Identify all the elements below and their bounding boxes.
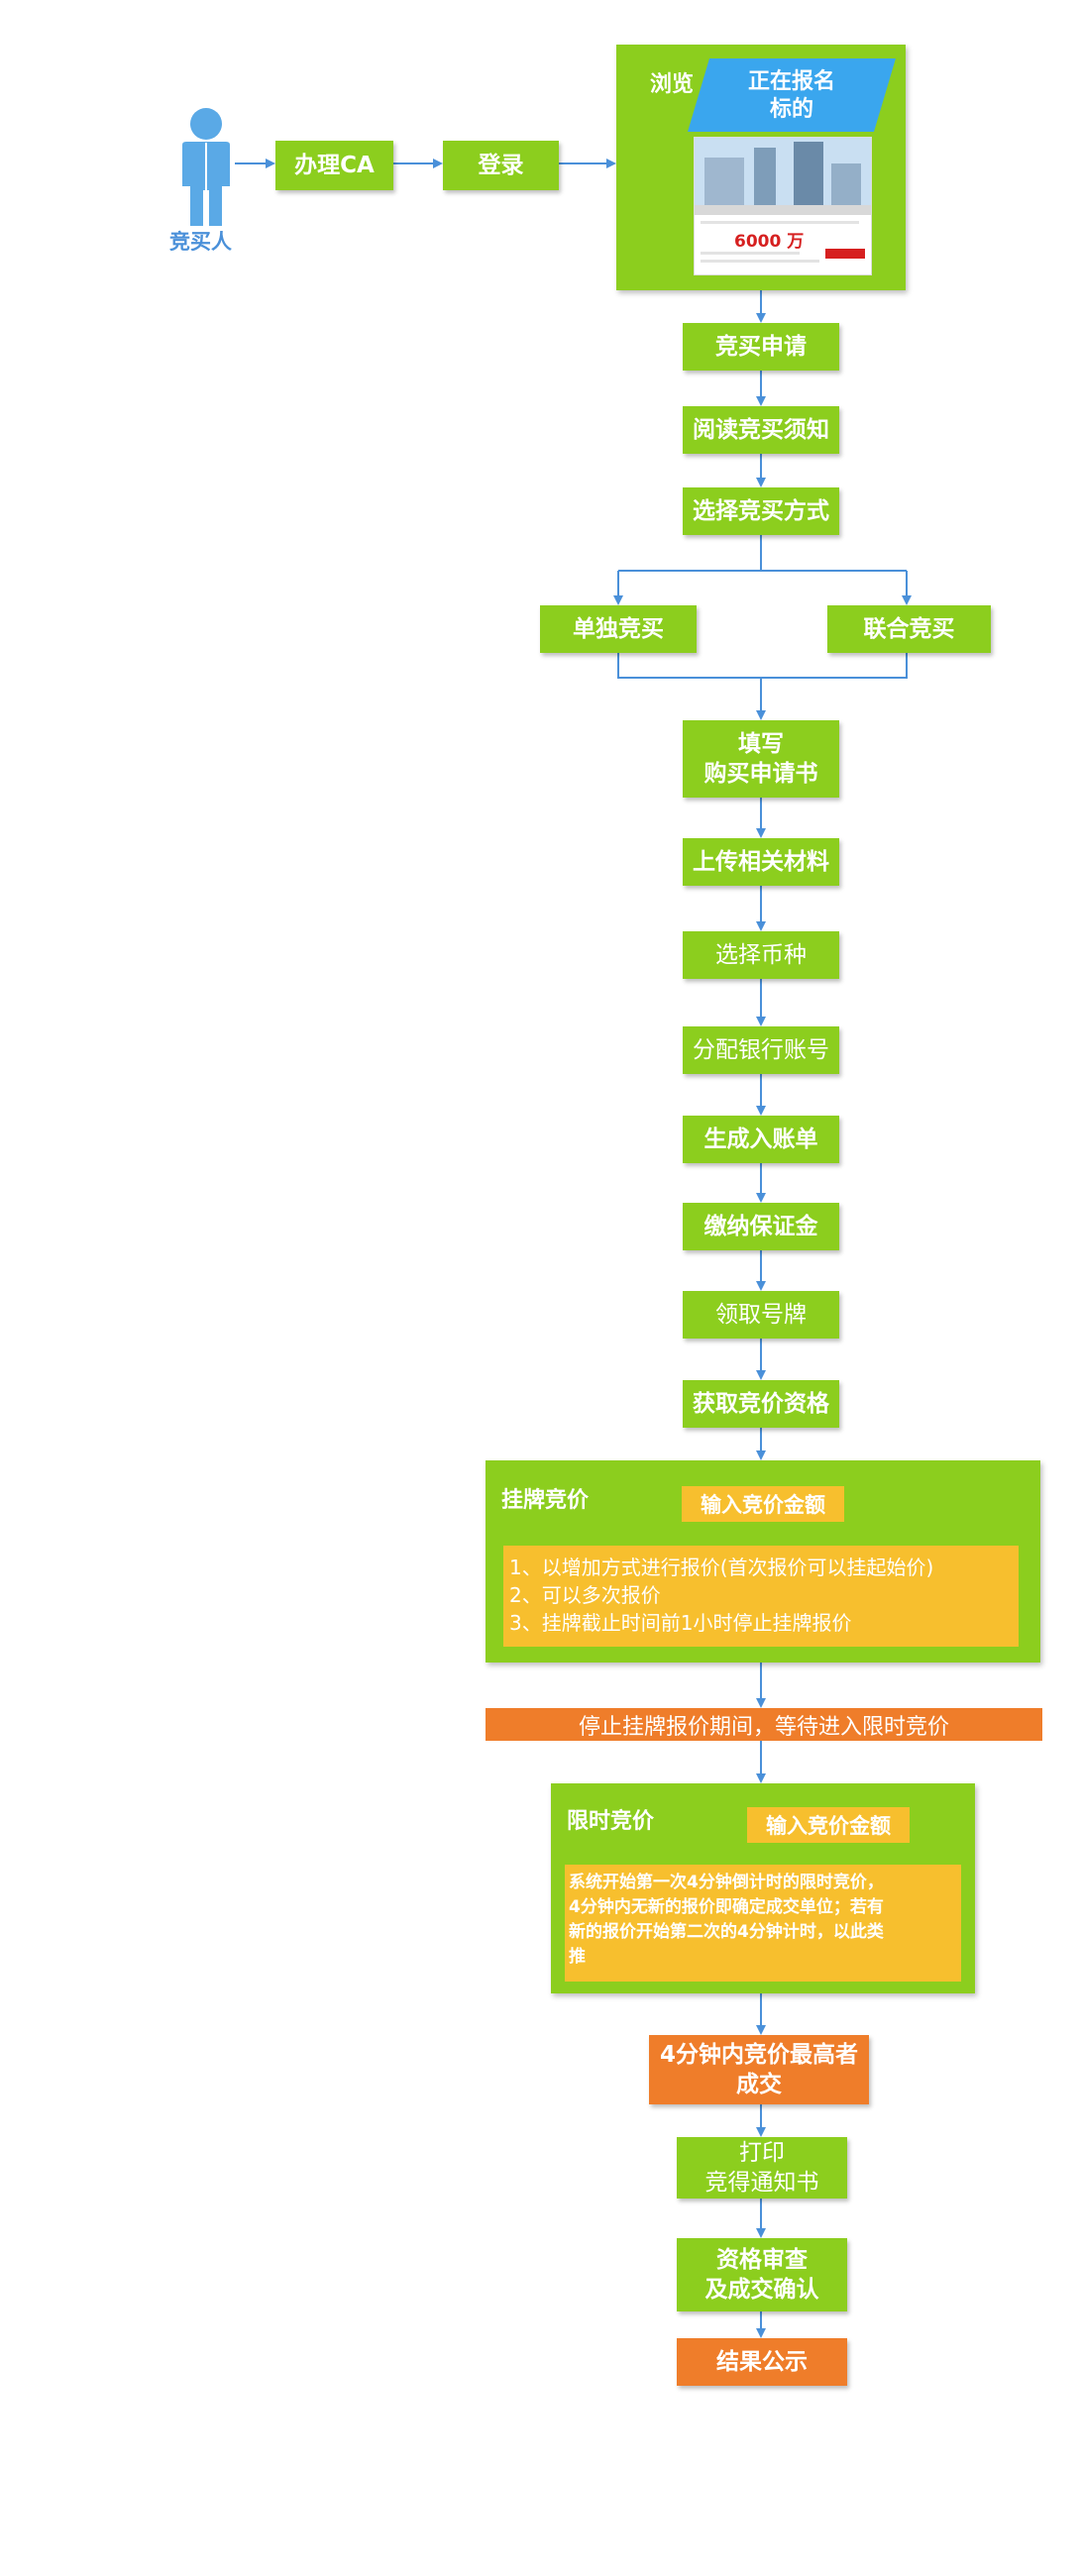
step-get-number-plate[interactable]: 领取号牌: [683, 1291, 839, 1339]
merge-connector: [617, 653, 908, 679]
listing-tag-icon: [688, 58, 896, 132]
listing-thumbnail[interactable]: 6000 万: [694, 137, 872, 275]
listing-rule-line: 3、挂牌截止时间前1小时停止挂牌报价: [509, 1611, 852, 1635]
step-bid-application[interactable]: 竞买申请: [683, 323, 839, 371]
actor-label: 竞买人: [169, 230, 232, 254]
browse-panel[interactable]: 浏览 正在报名 标的 6000 万: [616, 45, 906, 290]
step-upload-materials[interactable]: 上传相关材料: [683, 838, 839, 886]
step-single-bid[interactable]: 单独竞买: [540, 605, 697, 653]
step-generate-bill[interactable]: 生成入账单: [683, 1116, 839, 1163]
person-icon: [182, 108, 230, 226]
timed-rule-line: 新的报价开始第二次的4分钟计时，以此类: [569, 1922, 884, 1942]
step-read-notice[interactable]: 阅读竞买须知: [683, 406, 839, 454]
step-get-qualification[interactable]: 获取竞价资格: [683, 1380, 839, 1428]
step-pay-deposit[interactable]: 缴纳保证金: [683, 1203, 839, 1250]
step-choose-currency[interactable]: 选择币种: [683, 931, 839, 979]
listing-price: 6000 万: [734, 232, 805, 252]
step-fill-form[interactable]: 填写 购买申请书: [683, 720, 839, 798]
timed-bid-title: 限时竞价: [567, 1809, 655, 1834]
building-photo-icon: [695, 138, 871, 215]
timed-bid-rules: 系统开始第一次4分钟倒计时的限时竞价， 4分钟内无新的报价即确定成交单位；若有 …: [565, 1865, 961, 1982]
timed-bid-input-button[interactable]: 输入竞价金额: [747, 1807, 910, 1843]
step-choose-mode[interactable]: 选择竞买方式: [683, 487, 839, 535]
step-highest-bid-deal[interactable]: 4分钟内竞价最高者 成交: [649, 2035, 869, 2104]
listing-bid-title: 挂牌竞价: [501, 1488, 590, 1513]
listing-status-badge: [825, 249, 865, 259]
listing-rule-line: 2、可以多次报价: [509, 1583, 661, 1607]
step-print-notice[interactable]: 打印 竞得通知书: [677, 2137, 847, 2199]
step-bank-account[interactable]: 分配银行账号: [683, 1026, 839, 1074]
timed-rule-line: 4分钟内无新的报价即确定成交单位；若有: [569, 1897, 884, 1917]
pause-banner: 停止挂牌报价期间，等待进入限时竞价: [486, 1708, 1042, 1741]
timed-rule-line: 系统开始第一次4分钟倒计时的限时竞价，: [569, 1873, 884, 1892]
timed-bid-panel: 限时竞价 输入竞价金额 系统开始第一次4分钟倒计时的限时竞价， 4分钟内无新的报…: [551, 1783, 975, 1993]
step-login[interactable]: 登录: [443, 141, 559, 190]
listing-bid-panel: 挂牌竞价 输入竞价金额 1、以增加方式进行报价(首次报价可以挂起始价) 2、可以…: [486, 1460, 1040, 1663]
step-publish-result[interactable]: 结果公示: [677, 2338, 847, 2386]
listing-rule-line: 1、以增加方式进行报价(首次报价可以挂起始价): [509, 1556, 934, 1579]
browse-label: 浏览: [650, 72, 695, 97]
split-connector: [618, 535, 907, 572]
listing-bid-input-button[interactable]: 输入竞价金额: [682, 1486, 844, 1522]
step-apply-ca[interactable]: 办理CA: [275, 141, 393, 190]
step-joint-bid[interactable]: 联合竞买: [827, 605, 991, 653]
listing-bid-rules: 1、以增加方式进行报价(首次报价可以挂起始价) 2、可以多次报价 3、挂牌截止时…: [503, 1546, 1019, 1647]
step-qualification-review[interactable]: 资格审查 及成交确认: [677, 2238, 847, 2311]
timed-rule-line: 推: [569, 1947, 586, 1967]
listing-tag: 正在报名 标的: [747, 69, 835, 122]
